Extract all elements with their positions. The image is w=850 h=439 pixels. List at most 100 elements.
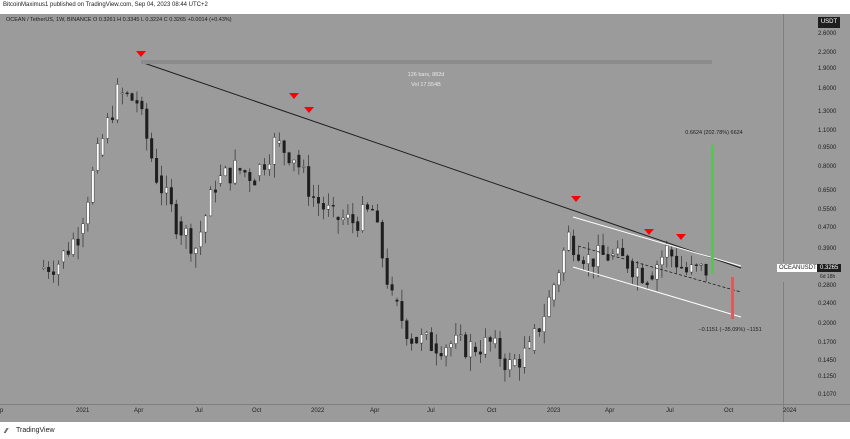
- candle-body: [164, 187, 168, 194]
- price-axis-label: 1.6000: [818, 85, 837, 92]
- candle-body: [277, 140, 281, 144]
- candle-body: [159, 175, 163, 194]
- candle-body: [557, 272, 561, 286]
- candle-body: [645, 282, 649, 286]
- candle-body: [532, 328, 536, 351]
- channel-lower-line: [572, 266, 742, 318]
- candle-body: [199, 231, 203, 247]
- candle-body: [606, 254, 610, 261]
- price-axis-label: 1.9000: [818, 66, 837, 73]
- candle-body: [267, 164, 271, 170]
- price-axis-label: 0.1700: [818, 339, 837, 346]
- candle-body: [527, 341, 531, 349]
- candle-body: [213, 189, 217, 193]
- candle-body: [233, 160, 237, 184]
- candle-body: [469, 341, 473, 358]
- candle-body: [356, 221, 360, 231]
- time-axis[interactable]: [0, 404, 783, 423]
- candle-body: [650, 275, 654, 280]
- bearish-marker-icon: [676, 234, 686, 240]
- candle-body: [86, 202, 90, 224]
- time-axis-label: 2023: [547, 408, 561, 414]
- time-axis-label: Apr: [605, 408, 615, 414]
- candle-body: [523, 347, 527, 368]
- candle-body: [577, 254, 581, 261]
- candle-body: [483, 337, 487, 355]
- price-axis-label: 2.2000: [818, 49, 837, 56]
- candle-body: [351, 214, 355, 224]
- header-bar: BitcoinMaximus1 published on TradingView…: [0, 0, 850, 14]
- candle-body: [140, 100, 144, 110]
- candle-body: [125, 92, 129, 95]
- candle-body: [101, 138, 105, 156]
- candle-body: [591, 258, 595, 267]
- candle-body: [385, 257, 389, 285]
- price-chart[interactable]: 126 bars, 882d Vol 17.554B 0.6624 (202.7…: [0, 14, 783, 404]
- candle-body: [675, 255, 679, 268]
- candle-body: [130, 93, 134, 101]
- candle-body: [272, 137, 276, 165]
- candle-body: [572, 235, 576, 256]
- candle-body: [346, 214, 350, 219]
- candle-body: [586, 254, 590, 264]
- price-axis-label: 1.1000: [818, 128, 837, 135]
- brand-text: TradingView: [16, 427, 55, 434]
- candle-body: [631, 261, 635, 278]
- candle-body: [174, 203, 178, 235]
- candle-body: [71, 238, 75, 255]
- currency-unit-badge[interactable]: USDT: [818, 17, 840, 28]
- chart-plot-area[interactable]: 126 bars, 882d Vol 17.554B 0.6624 (202.7…: [0, 14, 783, 404]
- candle-body: [508, 359, 512, 371]
- candle-body: [616, 247, 620, 255]
- footer: ⁄⁄ TradingView: [0, 422, 850, 439]
- last-price: 0.3265: [817, 264, 842, 272]
- candle-body: [380, 221, 384, 259]
- candle-body: [567, 231, 571, 251]
- candle-body: [429, 332, 433, 351]
- candle-body: [518, 358, 522, 368]
- candle-body: [626, 255, 630, 269]
- candle-body: [307, 166, 311, 197]
- candle-body: [155, 158, 159, 183]
- candle-body: [542, 316, 546, 332]
- symbol-legend: OCEAN / TetherUS, 1W, BINANCE O 0.3261 H…: [6, 17, 232, 23]
- candle-body: [115, 84, 119, 121]
- time-axis-label: Jul: [427, 408, 435, 414]
- candle-body: [238, 168, 242, 171]
- price-axis-label: 0.2400: [818, 300, 837, 307]
- candle-body: [400, 301, 404, 321]
- candle-body: [263, 164, 267, 170]
- candle-body: [366, 204, 370, 210]
- bar-countdown: 6d 18h: [820, 274, 836, 280]
- candle-body: [621, 247, 625, 257]
- candle-body: [361, 204, 365, 231]
- candle-body: [223, 167, 227, 176]
- resistance-trendline: [140, 61, 742, 269]
- range-vol-label: Vol 17.554B: [411, 82, 441, 88]
- candle-body: [449, 343, 453, 348]
- bearish-marker-icon: [304, 107, 314, 113]
- time-axis-label: Oct: [487, 408, 497, 414]
- price-axis-label: 0.4700: [818, 224, 837, 231]
- candle-body: [169, 187, 173, 205]
- candle-body: [581, 260, 585, 264]
- candle-body: [694, 264, 698, 266]
- price-axis-label: 0.5500: [818, 206, 837, 213]
- time-axis-label: 2024: [783, 408, 797, 414]
- price-axis-label: 0.2800: [818, 283, 837, 290]
- price-axis-label: 0.1070: [818, 392, 837, 398]
- price-axis[interactable]: [783, 14, 850, 404]
- price-axis-label: 0.9500: [818, 144, 837, 151]
- candle-body: [488, 337, 492, 342]
- candle-body: [415, 336, 419, 344]
- candle-body: [96, 143, 100, 171]
- candle-body: [420, 334, 424, 344]
- bearish-marker-icon: [644, 229, 654, 235]
- upside-target-bar: [711, 145, 714, 274]
- candle-body: [424, 332, 428, 335]
- candle-body: [601, 245, 605, 255]
- candle-body: [562, 250, 566, 274]
- candle-body: [459, 334, 463, 336]
- candle-body: [218, 175, 222, 184]
- candle-body: [699, 263, 703, 266]
